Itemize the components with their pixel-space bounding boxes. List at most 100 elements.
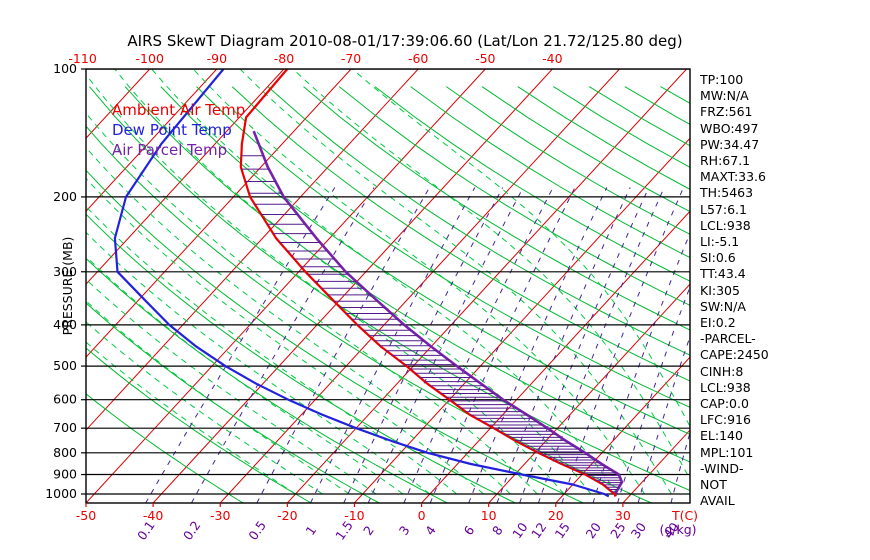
index-item: -PARCEL- bbox=[700, 331, 756, 347]
series-legend: Ambient Air Temp Dew Point Temp Air Parc… bbox=[112, 100, 245, 160]
bottom-temp-tick-label: -40 bbox=[143, 508, 163, 523]
saturated-adiabat-line bbox=[86, 177, 484, 495]
saturated-adiabat-line bbox=[351, 69, 690, 428]
mixing-ratio-line bbox=[537, 187, 665, 503]
index-item: RH:67.1 bbox=[700, 153, 751, 169]
saturated-adiabat-line bbox=[192, 69, 646, 495]
dry-adiabat-line bbox=[267, 86, 690, 356]
dry-adiabat-line bbox=[410, 86, 690, 259]
isotherm-line bbox=[152, 69, 553, 503]
index-item: LCL:938 bbox=[700, 379, 751, 395]
index-item: TP:100 bbox=[700, 72, 744, 87]
ambient-air-temp-curve bbox=[239, 69, 617, 497]
index-item: CINH:8 bbox=[700, 363, 744, 379]
legend-dew-point-temp: Dew Point Temp bbox=[112, 121, 232, 139]
mixing-ratio-tick-label: 0.5 bbox=[245, 518, 269, 543]
isotherm-line bbox=[488, 283, 690, 503]
mixing-ratio-tick-label: 2 bbox=[360, 523, 377, 538]
mixing-ratio-tick-label: 40 bbox=[661, 520, 682, 542]
isotherm-line bbox=[219, 69, 620, 503]
mixing-ratio-tick-label: 0.2 bbox=[180, 518, 204, 543]
isotherm-line bbox=[86, 69, 486, 503]
x-axis-label-mixing-ratio: (g/kg) bbox=[659, 522, 696, 537]
index-item: AVAIL bbox=[700, 493, 735, 509]
isotherm-line bbox=[824, 69, 870, 503]
index-item: EI:0.2 bbox=[700, 315, 736, 331]
top-temp-tick-label: -70 bbox=[341, 51, 361, 66]
index-item: LFC:916 bbox=[700, 412, 751, 428]
mixing-ratio-line bbox=[617, 285, 690, 503]
index-item: MAXT:33.6 bbox=[700, 169, 766, 185]
index-item: SW:N/A bbox=[700, 298, 746, 314]
top-temp-tick-label: -90 bbox=[207, 51, 227, 66]
mixing-ratio-line bbox=[310, 187, 476, 503]
index-item: PW:34.47 bbox=[700, 136, 760, 152]
saturated-adiabat-line bbox=[86, 112, 538, 495]
mixing-ratio-line bbox=[637, 335, 690, 503]
index-item: CAPE:2450 bbox=[700, 347, 769, 363]
mixing-ratio-line bbox=[367, 187, 524, 503]
saturated-adiabat-line bbox=[151, 69, 619, 495]
mixing-ratio-tick-label: 4 bbox=[422, 523, 439, 538]
dew-point-temp-curve bbox=[113, 69, 610, 498]
mixing-ratio-line bbox=[561, 187, 684, 503]
bottom-temp-tick-label: -10 bbox=[344, 508, 364, 523]
plot-frame bbox=[85, 68, 691, 504]
top-temp-tick-label: -50 bbox=[475, 51, 495, 66]
index-item: MW:N/A bbox=[700, 88, 749, 104]
bottom-temp-tick-label: 20 bbox=[548, 508, 564, 523]
mixing-ratio-tick-label: 3 bbox=[396, 523, 413, 538]
pressure-tick-label: 700 bbox=[53, 420, 77, 435]
mixing-ratio-line bbox=[496, 187, 631, 503]
top-temp-tick-label: -100 bbox=[136, 51, 164, 66]
mixing-ratio-line bbox=[256, 187, 430, 503]
pressure-tick-label: 300 bbox=[53, 264, 77, 279]
index-item: EL:140 bbox=[700, 428, 743, 444]
pressure-tick-label: 1000 bbox=[45, 486, 77, 501]
mixing-ratio-tick-label: 15 bbox=[552, 520, 573, 542]
top-temp-tick-label: -60 bbox=[408, 51, 428, 66]
isotherm-line bbox=[86, 69, 285, 285]
dry-adiabat-line bbox=[338, 86, 690, 306]
pressure-tick-label: 400 bbox=[53, 317, 77, 332]
bottom-temp-tick-label: 30 bbox=[615, 508, 631, 523]
mixing-ratio-line bbox=[429, 187, 576, 503]
saturated-adiabat-line bbox=[86, 205, 458, 495]
bottom-temp-tick-label: -50 bbox=[76, 508, 96, 523]
isotherm-line bbox=[555, 356, 690, 503]
dry-adiabat-line bbox=[196, 86, 690, 408]
mixing-ratio-line bbox=[468, 187, 608, 503]
index-item: KI:305 bbox=[700, 282, 740, 298]
page-title: AIRS SkewT Diagram 2010-08-01/17:39:06.6… bbox=[127, 32, 683, 50]
index-item: TT:43.4 bbox=[700, 266, 746, 282]
bottom-temp-tick-label: 0 bbox=[418, 508, 426, 523]
index-item: TH:5463 bbox=[700, 185, 754, 201]
mixing-ratio-line bbox=[190, 187, 375, 503]
saturated-adiabat-line bbox=[86, 231, 431, 495]
x-axis-label-temp: T(C) bbox=[671, 508, 698, 523]
index-item: L57:6.1 bbox=[700, 201, 747, 217]
top-temp-tick-label: -40 bbox=[542, 51, 562, 66]
index-item: LCL:938 bbox=[700, 217, 751, 233]
top-temp-tick-label: -80 bbox=[274, 51, 294, 66]
pressure-tick-label: 800 bbox=[53, 445, 77, 460]
mixing-ratio-line bbox=[145, 187, 336, 503]
dry-adiabat-line bbox=[86, 169, 584, 503]
dry-adiabat-line bbox=[86, 347, 312, 503]
isotherm-line bbox=[286, 69, 687, 503]
mixing-ratio-tick-label: 1 bbox=[302, 523, 319, 538]
isotherm-line bbox=[0, 69, 16, 503]
stability-indices-panel: TP:100 MW:N/A FRZ:561 WBO:497 PW:34.47 RH:67.… bbox=[700, 72, 820, 509]
bottom-temp-tick-label: -20 bbox=[277, 508, 297, 523]
mixing-ratio-tick-label: 8 bbox=[489, 523, 506, 538]
mixing-ratio-tick-label: 30 bbox=[628, 520, 649, 542]
index-item: CAP:0.0 bbox=[700, 396, 749, 412]
index-item: -WIND- bbox=[700, 460, 744, 476]
bottom-temp-tick-label: -30 bbox=[210, 508, 230, 523]
grid-lines bbox=[0, 69, 870, 503]
mixing-ratio-tick-label: 20 bbox=[583, 520, 604, 542]
pressure-tick-label: 100 bbox=[53, 61, 77, 76]
saturated-adiabat-line bbox=[114, 69, 592, 495]
